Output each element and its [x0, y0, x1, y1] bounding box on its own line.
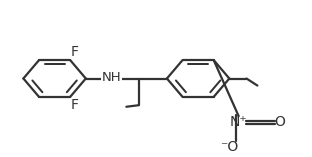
- Text: F: F: [71, 45, 79, 59]
- Text: NH: NH: [102, 71, 121, 84]
- Text: F: F: [71, 98, 79, 112]
- Text: O: O: [274, 115, 285, 130]
- Text: N⁺: N⁺: [230, 115, 247, 130]
- Text: ⁻O: ⁻O: [220, 140, 238, 154]
